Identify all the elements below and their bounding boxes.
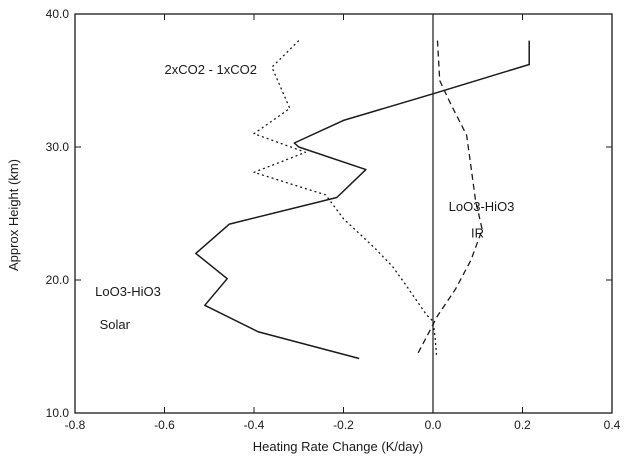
y-tick-label: 40.0 xyxy=(46,7,70,21)
series-line-dotted xyxy=(253,40,438,356)
x-tick-label: 0.2 xyxy=(514,418,531,432)
x-tick-label: -0.8 xyxy=(65,418,86,432)
annotation-label: Solar xyxy=(100,317,131,332)
series-layer xyxy=(195,40,530,360)
x-tick-label: -0.4 xyxy=(244,418,265,432)
annotation-label: LoO3-HiO3 xyxy=(95,284,161,299)
y-tick-label: 20.0 xyxy=(46,273,70,287)
y-tick-label: 10.0 xyxy=(46,406,70,420)
series-line-dashed xyxy=(416,40,483,355)
annotation-label: 2xCO2 - 1xCO2 xyxy=(165,62,257,77)
x-tick-label: -0.2 xyxy=(333,418,354,432)
annotation-label: IR xyxy=(471,225,484,240)
series-line-solid xyxy=(195,40,530,360)
y-axis-label: Approx Height (km) xyxy=(6,159,21,271)
ticks-layer: -0.8 -0.6 -0.4 -0.2 0.0 0.2 0.4 10.0 20.0 30.0 40.… xyxy=(46,7,621,432)
y-tick-label: 30.0 xyxy=(46,140,70,154)
annotations-layer: 2xCO2 - 1xCO2 LoO3-HiO3 IR LoO3-HiO3 Solar xyxy=(95,62,514,332)
x-tick-label: -0.6 xyxy=(154,418,175,432)
annotation-label: LoO3-HiO3 xyxy=(449,199,515,214)
x-axis-label: Heating Rate Change (K/day) xyxy=(253,439,424,454)
x-tick-label: 0.4 xyxy=(604,418,621,432)
x-tick-label: 0.0 xyxy=(425,418,442,432)
